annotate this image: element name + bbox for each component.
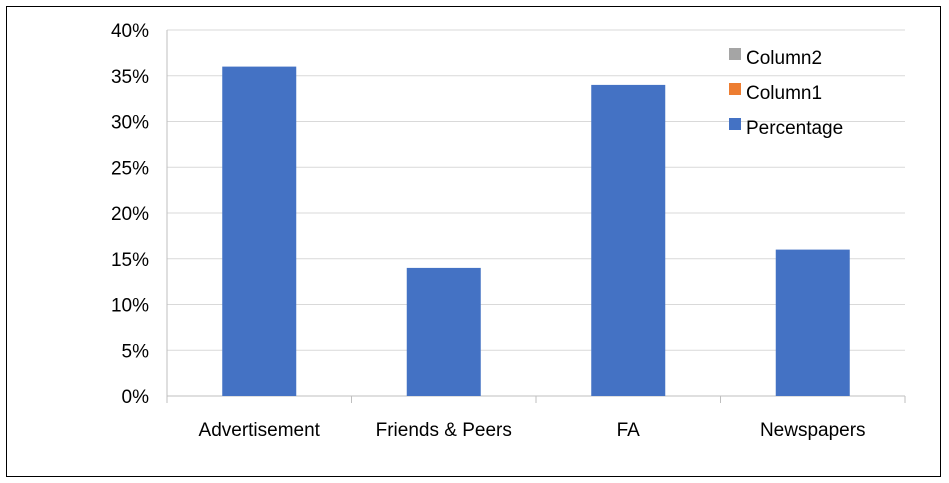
bar-percentage xyxy=(591,84,666,397)
legend-label: Column1 xyxy=(746,83,822,104)
y-tick-label: 30% xyxy=(111,113,149,134)
legend-swatch xyxy=(729,118,741,130)
legend-swatch xyxy=(729,83,741,95)
legend: Column2 Column1 Percentage xyxy=(729,48,843,139)
y-tick-label: 35% xyxy=(111,67,149,88)
x-tick-label: Advertisement xyxy=(199,420,321,441)
legend-label: Percentage xyxy=(746,118,843,139)
y-tick-label: 0% xyxy=(122,387,150,408)
y-tick-label: 40% xyxy=(111,21,149,42)
y-tick-label: 10% xyxy=(111,296,149,317)
y-tick-label: 15% xyxy=(111,250,149,271)
x-tick-label: Newspapers xyxy=(760,420,866,441)
x-tick-labels: Advertisement Friends & Peers FA Newspapers xyxy=(199,420,866,441)
y-tick-labels: 0% 5% 10% 15% 20% 25% 30% 35% 40% xyxy=(111,21,149,408)
bar-chart: 0% 5% 10% 15% 20% 25% 30% 35% 40% Advertisement F… xyxy=(111,21,906,441)
y-tick-label: 25% xyxy=(111,158,149,179)
y-tick-label: 20% xyxy=(111,204,149,225)
legend-label: Column2 xyxy=(746,48,822,69)
bar-percentage xyxy=(222,66,297,396)
bars xyxy=(222,66,850,397)
x-tick-label: Friends & Peers xyxy=(376,420,512,441)
bar-percentage xyxy=(406,267,481,396)
chart-frame: 0% 5% 10% 15% 20% 25% 30% 35% 40% Advertisement F… xyxy=(6,6,941,477)
x-tick-label: FA xyxy=(617,420,641,441)
legend-swatch xyxy=(729,48,741,60)
bar-percentage xyxy=(775,249,850,396)
y-tick-label: 5% xyxy=(122,341,150,362)
